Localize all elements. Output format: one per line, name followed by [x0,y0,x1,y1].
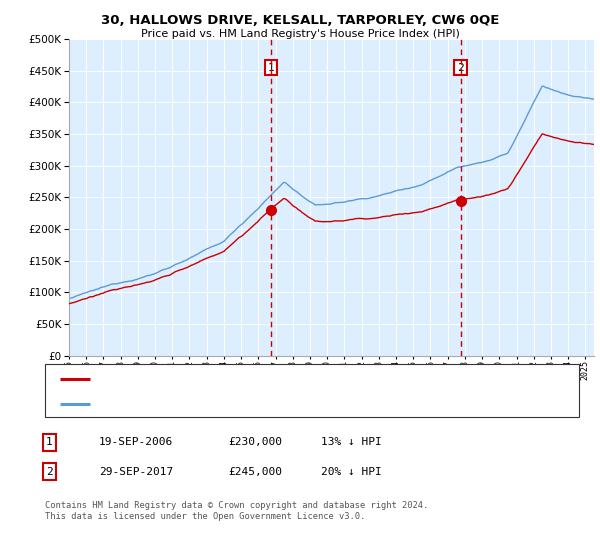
Text: 1: 1 [46,437,53,447]
Text: 29-SEP-2017: 29-SEP-2017 [99,466,173,477]
Text: 20% ↓ HPI: 20% ↓ HPI [321,466,382,477]
Text: Price paid vs. HM Land Registry's House Price Index (HPI): Price paid vs. HM Land Registry's House … [140,29,460,39]
Text: £230,000: £230,000 [228,437,282,447]
Text: £245,000: £245,000 [228,466,282,477]
Text: 2: 2 [457,63,464,73]
Text: 30, HALLOWS DRIVE, KELSALL, TARPORLEY, CW6 0QE: 30, HALLOWS DRIVE, KELSALL, TARPORLEY, C… [101,14,499,27]
Text: 19-SEP-2006: 19-SEP-2006 [99,437,173,447]
Text: 13% ↓ HPI: 13% ↓ HPI [321,437,382,447]
Text: Contains HM Land Registry data © Crown copyright and database right 2024.
This d: Contains HM Land Registry data © Crown c… [45,501,428,521]
Text: 30, HALLOWS DRIVE, KELSALL, TARPORLEY, CW6 0QE (detached house): 30, HALLOWS DRIVE, KELSALL, TARPORLEY, C… [96,374,474,384]
Text: 2: 2 [46,466,53,477]
Text: 1: 1 [268,63,274,73]
Text: HPI: Average price, detached house, Cheshire West and Chester: HPI: Average price, detached house, Ches… [96,399,462,409]
